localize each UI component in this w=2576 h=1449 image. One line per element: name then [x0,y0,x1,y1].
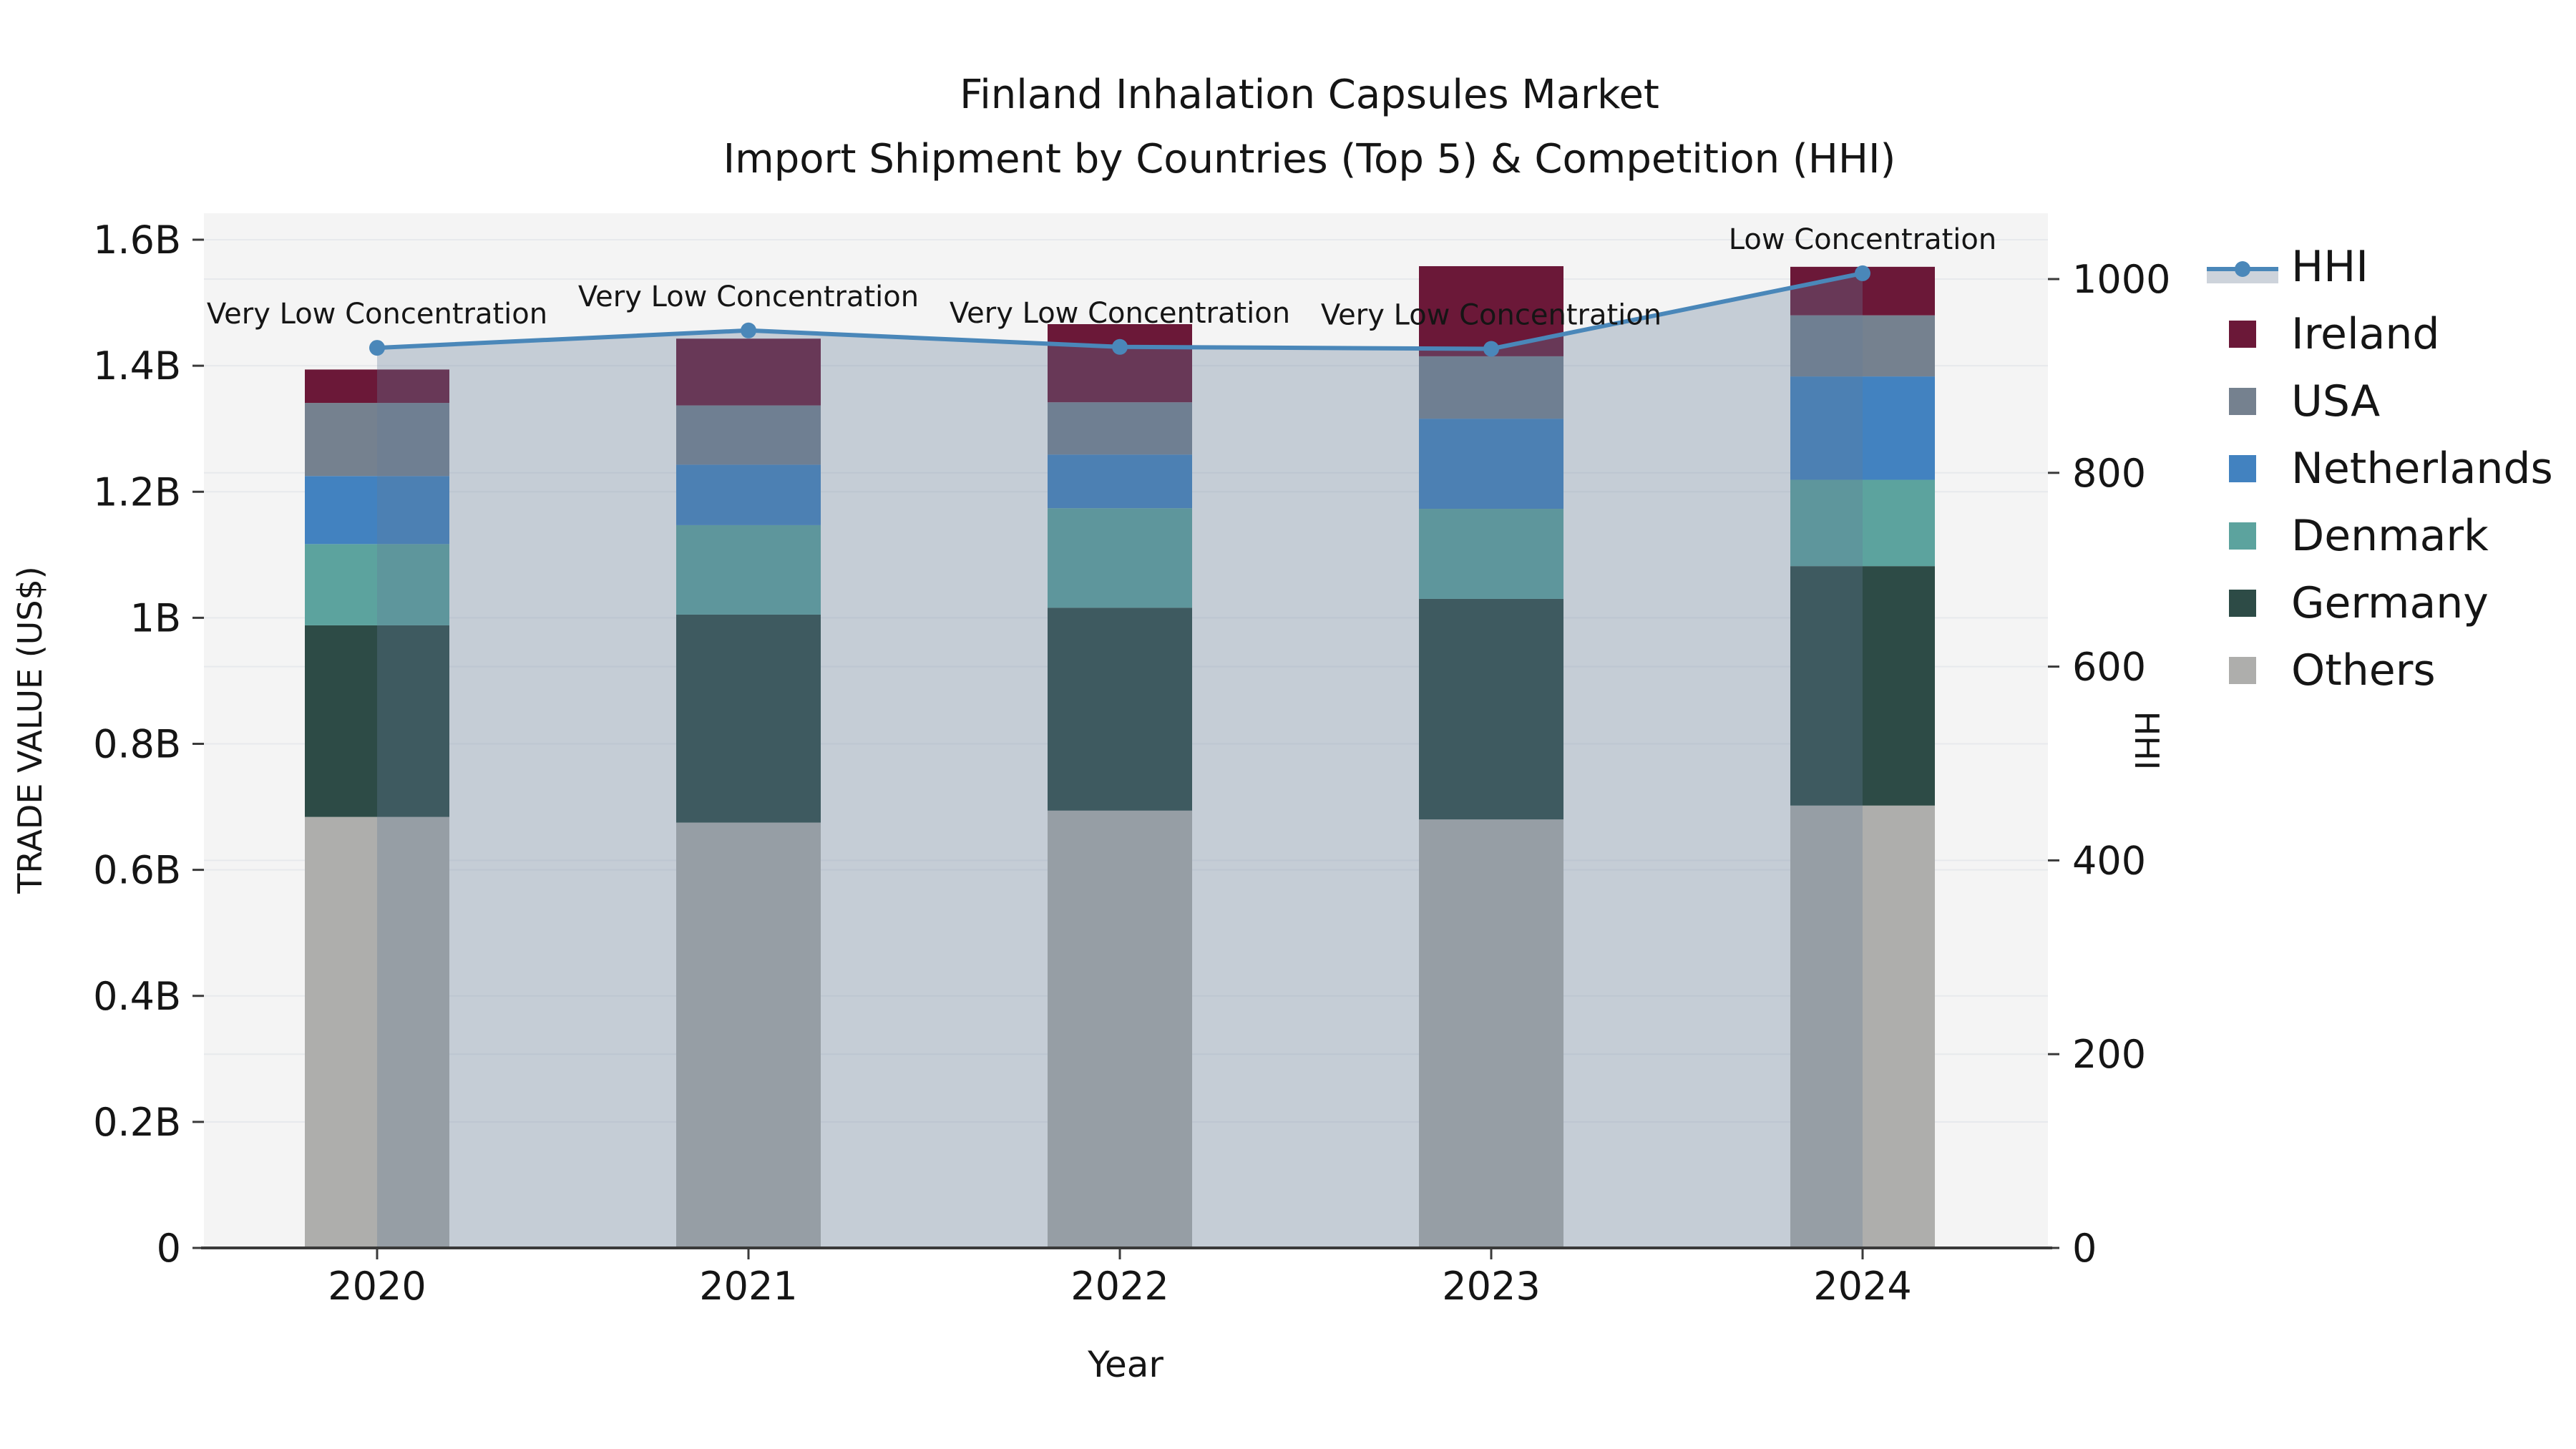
legend-swatch-icon [2207,301,2278,368]
chart-title-line1: Finland Inhalation Capsules Market [960,72,1659,118]
bar-segment-usa-2024 [1790,315,1935,377]
x-tick-label-2021: 2021 [699,1264,797,1309]
legend-label-netherlands: Netherlands [2291,444,2553,494]
bar-segment-ireland-2022 [1048,324,1192,403]
bar-segment-ireland-2020 [305,369,449,404]
hhi-point-2020 [369,340,385,356]
left-axis-title: TRADE VALUE (US$) [11,566,49,894]
left-tick-label-0.2B: 0.2B [93,1100,181,1145]
swatch-others [2229,657,2256,684]
tick-labels: 0 0.2B 0.4B 0.6B 0.8B 1B 1.2B 1.4B 1.6B 0 200 400 60… [93,218,2170,1309]
legend-label-others: Others [2291,645,2436,696]
hhi-point-2022 [1112,338,1128,355]
legend-item-denmark: Denmark [2207,502,2553,570]
bar-segment-germany-2020 [305,625,449,817]
left-tick-label-1.2B: 1.2B [93,469,181,514]
bar-segment-netherlands-2022 [1048,454,1192,509]
bar-segment-others-2023 [1419,819,1563,1248]
bar-segment-germany-2022 [1048,608,1192,811]
bar-segment-netherlands-2023 [1419,419,1563,509]
stacked-bars [305,265,1935,1248]
left-tick-label-1.4B: 1.4B [93,343,181,389]
hhi-point-2024 [1855,265,1870,281]
swatch-usa [2229,388,2256,415]
left-tick-label-1B: 1B [130,595,181,640]
legend-item-germany: Germany [2207,570,2553,637]
legend-swatch-icon [2207,570,2278,637]
annotation-2023: Very Low Concentration [1321,299,1662,332]
bar-segment-denmark-2023 [1419,509,1563,599]
legend-label-germany: Germany [2291,578,2489,628]
legend-label-ireland: Ireland [2291,309,2440,359]
bar-segment-denmark-2024 [1790,479,1935,567]
legend-label-denmark: Denmark [2291,511,2489,561]
bar-segment-denmark-2022 [1048,508,1192,608]
bar-segment-denmark-2021 [676,525,821,615]
hhi-point-2021 [741,322,756,338]
legend-swatch-icon [2207,637,2278,704]
right-tick-label-200: 200 [2072,1032,2146,1077]
hhi-marker-dot [2235,261,2250,277]
bar-segment-ireland-2021 [676,338,821,406]
legend-item-others: Others [2207,637,2553,704]
left-tick-label-0.4B: 0.4B [93,974,181,1019]
legend-swatch-icon [2207,368,2278,435]
right-tick-label-400: 400 [2072,838,2146,883]
bar-segment-netherlands-2024 [1790,376,1935,480]
bar-segment-denmark-2020 [305,544,449,625]
legend-item-netherlands: Netherlands [2207,435,2553,502]
legend-swatch-icon [2207,435,2278,502]
chart-legend: HHI Ireland USA Netherlands Denmark Germany Ot… [2207,233,2553,704]
bar-segment-others-2024 [1790,805,1935,1248]
swatch-ireland [2229,321,2256,348]
annotation-2021: Very Low Concentration [578,280,919,313]
x-tick-label-2022: 2022 [1070,1264,1169,1309]
swatch-netherlands [2229,455,2256,482]
annotation-2020: Very Low Concentration [207,298,547,331]
bar-segment-usa-2023 [1419,356,1563,419]
bar-segment-usa-2022 [1048,402,1192,455]
right-tick-label-800: 800 [2072,451,2146,496]
annotation-2022: Very Low Concentration [950,297,1290,330]
bar-segment-others-2022 [1048,810,1192,1248]
right-axis-title: HHI [2127,711,2166,771]
tick-marks [192,238,2059,1259]
bar-segment-usa-2020 [305,403,449,477]
bar-segment-others-2021 [676,822,821,1248]
bar-segment-others-2020 [305,816,449,1248]
legend-label-usa: USA [2291,376,2381,426]
x-tick-label-2024: 2024 [1813,1264,1911,1309]
left-tick-label-0.6B: 0.6B [93,848,181,893]
legend-label-hhi: HHI [2291,242,2368,292]
legend-item-hhi: HHI [2207,233,2553,301]
swatch-denmark [2229,522,2256,550]
legend-item-usa: USA [2207,368,2553,435]
x-tick-label-2023: 2023 [1442,1264,1540,1309]
annotation-2024: Low Concentration [1729,223,1996,256]
hhi-area-fill [377,273,1863,1248]
bar-segment-usa-2021 [676,405,821,465]
legend-item-ireland: Ireland [2207,301,2553,368]
right-tick-label-1000: 1000 [2072,257,2170,302]
bar-segment-germany-2023 [1419,598,1563,820]
bar-segment-netherlands-2021 [676,464,821,525]
bar-segment-netherlands-2020 [305,476,449,545]
right-tick-label-0: 0 [2072,1226,2097,1271]
hhi-line-icon [2207,233,2278,301]
right-tick-label-600: 600 [2072,645,2146,690]
left-tick-label-0: 0 [157,1226,181,1271]
legend-swatch-icon [2207,502,2278,570]
chart-title-line2: Import Shipment by Countries (Top 5) & C… [723,136,1896,182]
x-tick-label-2020: 2020 [328,1264,426,1309]
hhi-point-2023 [1483,341,1499,357]
swatch-germany [2229,590,2256,617]
bar-segment-germany-2024 [1790,566,1935,806]
left-tick-label-1.6B: 1.6B [93,218,181,263]
bar-segment-germany-2021 [676,614,821,823]
x-axis-title: Year [1088,1344,1163,1385]
left-tick-label-0.8B: 0.8B [93,722,181,767]
